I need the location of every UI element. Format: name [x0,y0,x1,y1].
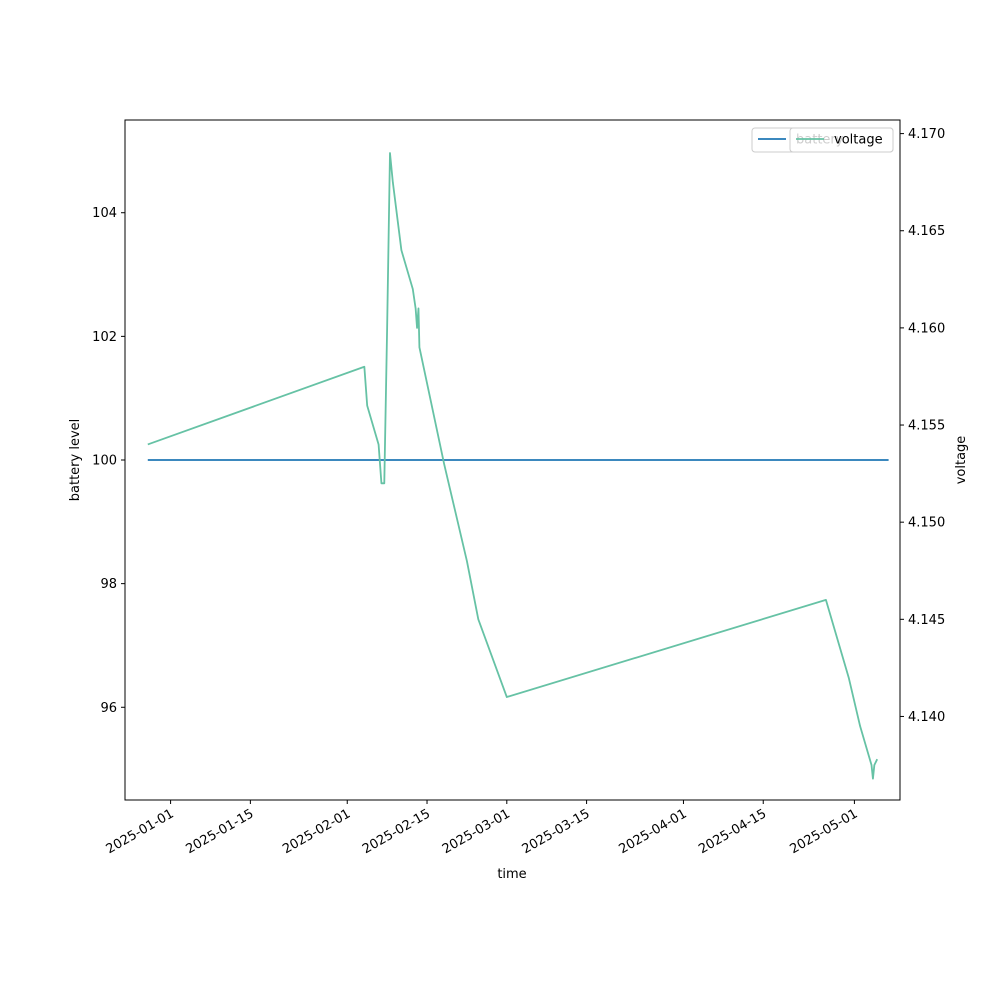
y-right-tick-label: 4.145 [908,613,945,628]
legend: batteryvoltage [751,127,894,153]
legend-label: voltage [834,133,883,148]
y-right-tick-label: 4.160 [908,321,945,336]
y-left-tick-label: 102 [92,330,117,345]
y-right-tick-label: 4.165 [908,224,945,239]
y-right-tick-label: 4.155 [908,419,945,434]
y-axis-left-label: battery level [68,419,83,502]
legend-box [789,127,894,153]
y-left-tick-label: 96 [100,701,117,716]
y-right-tick-label: 4.170 [908,127,945,142]
series-line-voltage [147,152,879,780]
y-left-tick-label: 104 [92,206,117,221]
y-right-tick-label: 4.150 [908,516,945,531]
y-right-tick-label: 4.140 [908,710,945,725]
plot-area [147,152,889,780]
y-left-tick-label: 100 [92,454,117,469]
y-left-tick-label: 98 [100,577,117,592]
x-axis-label: time [497,867,526,882]
y-axis-right-label: voltage [954,436,969,485]
